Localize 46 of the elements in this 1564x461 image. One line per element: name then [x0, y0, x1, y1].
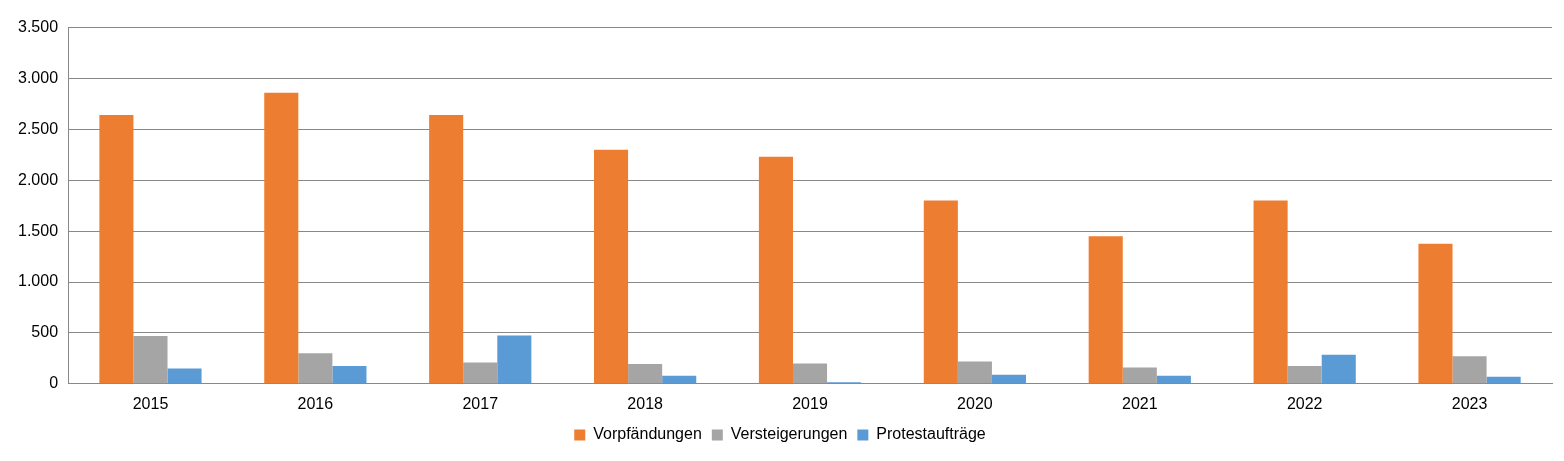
bar [1253, 200, 1288, 384]
x-tick-label: 2022 [1286, 394, 1323, 412]
bar [298, 353, 333, 384]
bar [332, 365, 367, 384]
bar [497, 335, 532, 384]
bar [1088, 236, 1123, 384]
x-tick-label: 2021 [1121, 394, 1158, 412]
bar [1452, 356, 1487, 384]
y-tick-label: 1.000 [17, 272, 59, 290]
bar [923, 200, 958, 384]
bar [264, 92, 299, 384]
bar [792, 363, 828, 384]
bar [991, 374, 1027, 384]
y-tick-label: 2.500 [17, 119, 59, 137]
x-tick-label: 2019 [792, 394, 828, 412]
bar [628, 363, 663, 384]
x-tick-label: 2018 [627, 394, 664, 412]
bar [662, 375, 697, 384]
y-tick-label: 3.000 [17, 68, 59, 86]
legend-label: Protestaufträge [876, 425, 986, 443]
bar [1486, 376, 1521, 384]
bar [99, 115, 134, 384]
legend-label: Versteigerungen [730, 425, 848, 443]
y-tick-label: 1.500 [17, 221, 59, 239]
bar [758, 156, 793, 384]
x-tick-label: 2016 [297, 394, 334, 412]
bar [167, 368, 202, 384]
x-tick-label: 2015 [132, 394, 169, 412]
bar [1418, 243, 1453, 384]
y-tick-label: 3.500 [17, 18, 59, 36]
bar [133, 335, 168, 384]
y-tick-label: 500 [31, 323, 59, 341]
bar [429, 115, 464, 384]
x-tick-label: 2023 [1451, 394, 1488, 412]
bar [1321, 354, 1356, 384]
bar [1122, 367, 1157, 384]
x-tick-label: 2017 [462, 394, 499, 412]
bar [957, 361, 992, 384]
bar [594, 149, 629, 384]
y-tick-label: 2.000 [17, 170, 59, 188]
bar [1287, 365, 1322, 384]
bar [1156, 375, 1191, 384]
legend-label: Vorpfändungen [593, 425, 702, 443]
x-tick-label: 2020 [957, 394, 993, 412]
bar [463, 362, 498, 384]
y-tick-label: 0 [49, 374, 59, 392]
